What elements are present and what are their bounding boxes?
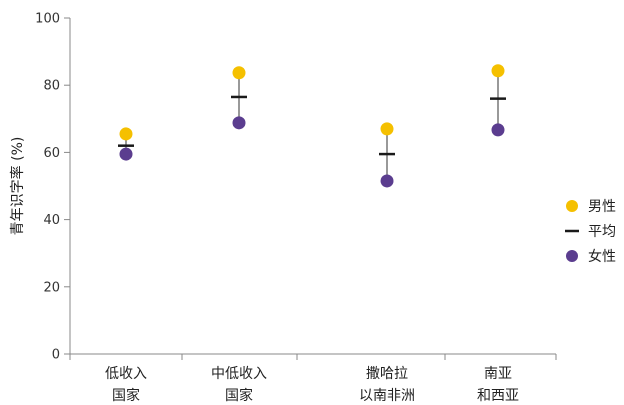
y-tick-label: 20 [43,280,60,295]
category-label-line1: 撒哈拉 [366,366,408,382]
y-tick-label: 80 [43,79,60,94]
y-axis-label: 青年识字率 (%) [9,137,26,236]
male-point [119,127,133,141]
category-label-line2: 国家 [225,387,253,404]
y-tick-label: 60 [43,146,60,161]
male-point [380,122,394,136]
legend-marker [566,200,578,212]
legend-label: 男性 [588,199,616,215]
category-label-line1: 低收入 [105,366,147,382]
y-tick-label: 100 [35,12,60,27]
axes: 0 20 40 60 80 100 [35,12,557,363]
category-label-line2: 以南非洲 [359,388,415,404]
category-label-line2: 和西亚 [477,388,519,404]
category-label-line2: 国家 [112,387,140,404]
female-point [119,147,133,161]
female-point [491,123,505,137]
legend-label: 女性 [588,248,616,265]
y-tick-label: 40 [43,213,60,228]
female-point [380,174,394,188]
male-point [491,64,505,78]
male-point [232,66,246,80]
y-tick-label: 0 [52,348,60,363]
range-lines [125,70,499,181]
legend-marker [566,250,578,262]
category-label-line1: 中低收入 [211,366,267,382]
data-marks [118,64,506,188]
legend-label: 平均 [588,224,616,240]
female-point [232,116,246,130]
category-label-line1: 南亚 [484,366,512,382]
